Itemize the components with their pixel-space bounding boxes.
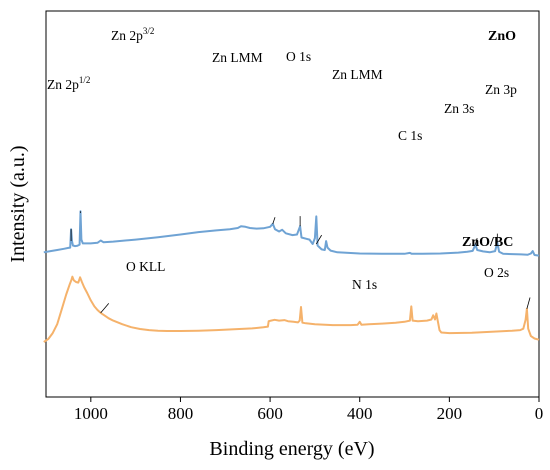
x-tick-label: 0 <box>535 404 544 423</box>
x-axis-label: Binding energy (eV) <box>209 438 374 460</box>
annotation-zn-lmm-2: Zn LMM <box>332 67 383 82</box>
x-tick-label: 400 <box>347 404 373 423</box>
annotation-leader-line <box>526 297 531 309</box>
annotation-o-kll: O KLL <box>126 259 165 274</box>
x-tick-label: 200 <box>437 404 463 423</box>
annotation-leader-line <box>272 217 276 224</box>
series-line-zno <box>43 210 540 257</box>
series-line-zno-bc <box>43 275 540 343</box>
plot-frame <box>45 10 540 398</box>
annotation-zn3s: Zn 3s <box>444 101 474 116</box>
annotation-c1s: C 1s <box>398 128 422 143</box>
annotation-zn2p32: Zn 2p3/2 <box>111 26 154 43</box>
x-tick-label: 1000 <box>74 404 108 423</box>
annotation-zn3p: Zn 3p <box>485 82 517 97</box>
annotation-o2s: O 2s <box>484 265 509 280</box>
annotation-leaders <box>70 211 531 314</box>
series-layer <box>43 210 540 343</box>
series-label-zno: ZnO <box>488 29 516 44</box>
y-axis-label: Intensity (a.u.) <box>7 145 29 262</box>
annotation-leader-line <box>100 303 110 314</box>
annotation-leader-line <box>474 237 478 245</box>
annotation-leader-line <box>315 234 322 245</box>
series-label-zno-bc: ZnO/BC <box>462 235 513 250</box>
x-ticks: 1000 800 600 400 200 0 <box>74 397 543 423</box>
x-tick-label: 600 <box>257 404 283 423</box>
annotation-o1s: O 1s <box>286 49 311 64</box>
annotation-n1s: N 1s <box>352 277 377 292</box>
x-tick-label: 800 <box>168 404 194 423</box>
annotation-zn2p12: Zn 2p1/2 <box>47 75 90 92</box>
annotation-zn-lmm-1: Zn LMM <box>212 50 263 65</box>
